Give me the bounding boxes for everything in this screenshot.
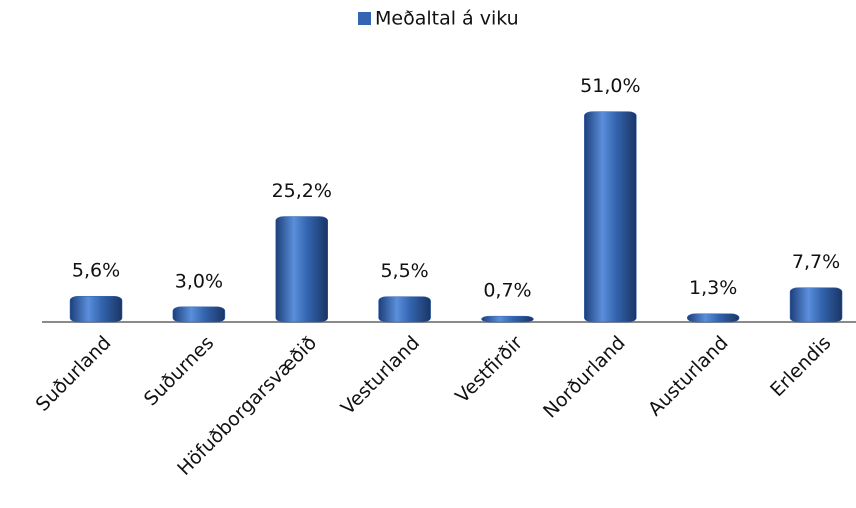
bar: [481, 315, 534, 323]
bar: [275, 216, 328, 323]
data-label: 1,3%: [689, 277, 737, 299]
data-label: 0,7%: [483, 280, 531, 302]
x-tick-label: Suðurland: [32, 332, 116, 416]
x-tick-label: Austurland: [644, 332, 733, 421]
x-tick-label: Vestfirðir: [451, 332, 527, 408]
data-label: 5,6%: [72, 260, 120, 282]
legend-label: Meðaltal á viku: [375, 8, 519, 30]
bar: [789, 287, 843, 323]
data-label: 7,7%: [792, 251, 840, 273]
data-label: 25,2%: [272, 180, 332, 202]
x-tick-label: Erlendis: [766, 332, 835, 401]
bar: [378, 296, 431, 323]
bar: [69, 295, 123, 323]
data-label: 5,5%: [380, 260, 428, 282]
x-tick-label: Suðurnes: [140, 332, 218, 410]
legend-marker: [358, 12, 371, 25]
data-label: 51,0%: [580, 75, 640, 97]
bar: [686, 313, 740, 323]
bar: [172, 306, 226, 323]
x-tick-label: Vesturland: [337, 332, 424, 419]
data-label: 3,0%: [175, 270, 223, 292]
x-tick-label: Norðurland: [539, 332, 630, 423]
bar: [584, 111, 637, 323]
